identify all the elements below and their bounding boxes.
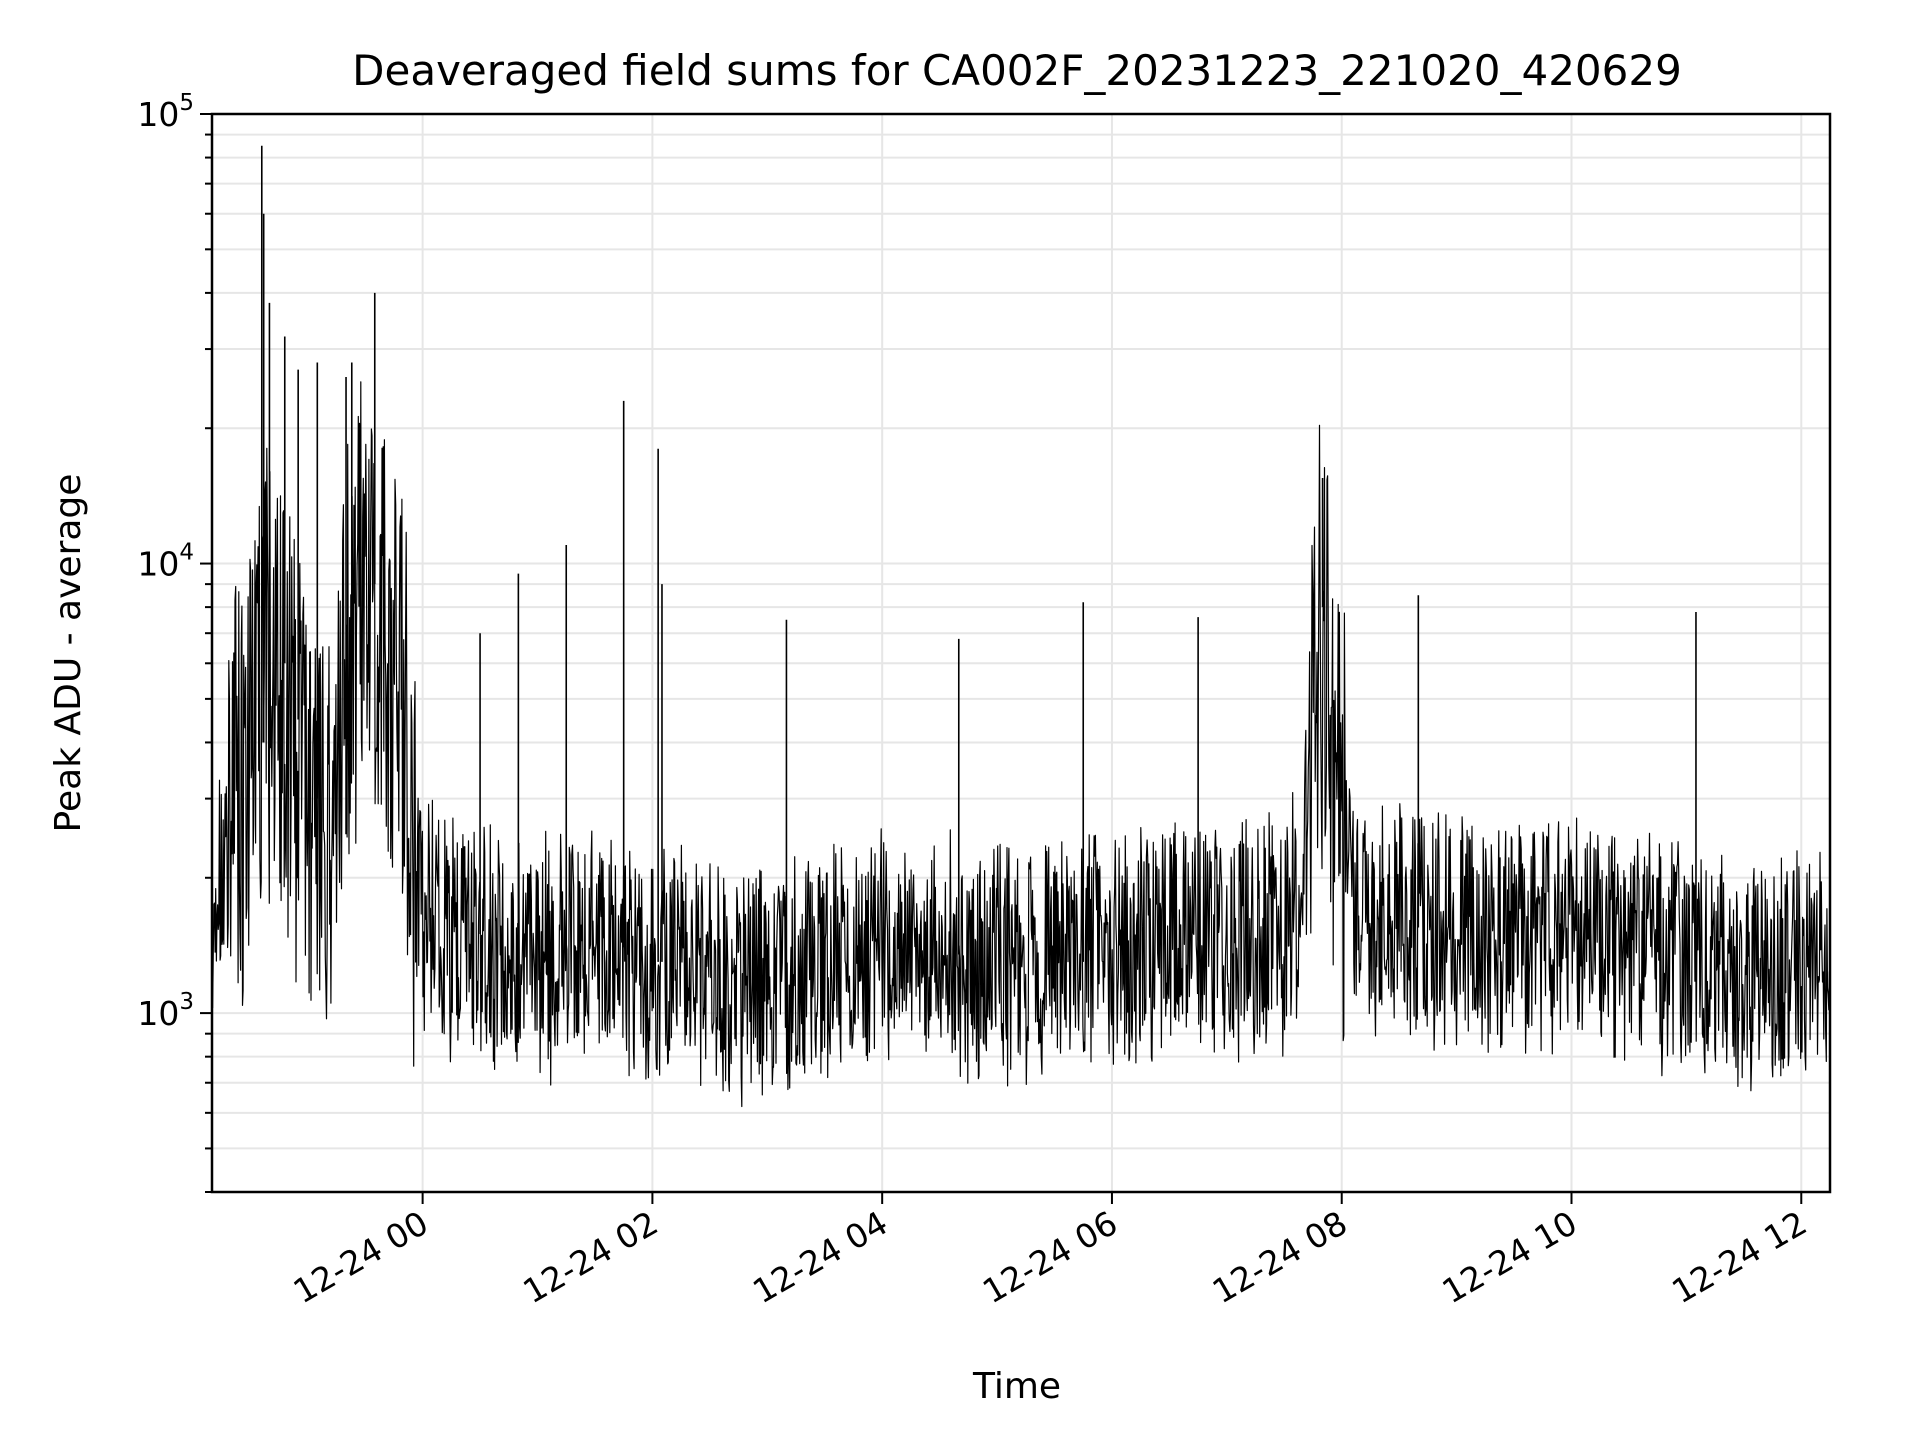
- x-tick-label: 12-24 06: [976, 1203, 1124, 1311]
- x-tick-label: 12-24 02: [516, 1203, 664, 1311]
- y-tick-label: 103: [137, 989, 194, 1033]
- data-trace-line: [211, 381, 1831, 1108]
- x-tick-label: 12-24 12: [1665, 1203, 1813, 1311]
- chart-title: Deaveraged field sums for CA002F_2023122…: [352, 46, 1682, 95]
- line-layer: [211, 145, 1831, 1108]
- x-tick-label: 12-24 10: [1436, 1203, 1584, 1311]
- grid-layer: [212, 113, 1830, 1193]
- x-tick-label: 12-24 04: [746, 1203, 894, 1311]
- x-tick-label: 12-24 00: [287, 1203, 435, 1311]
- plot-frame: [210, 112, 1832, 1194]
- x-axis-label: Time: [972, 1366, 1061, 1407]
- y-tick-label: 104: [137, 540, 194, 584]
- x-tick-label: 12-24 08: [1206, 1203, 1354, 1311]
- y-tick-label: 105: [137, 90, 194, 134]
- y-axis-label: Peak ADU - average: [48, 474, 89, 833]
